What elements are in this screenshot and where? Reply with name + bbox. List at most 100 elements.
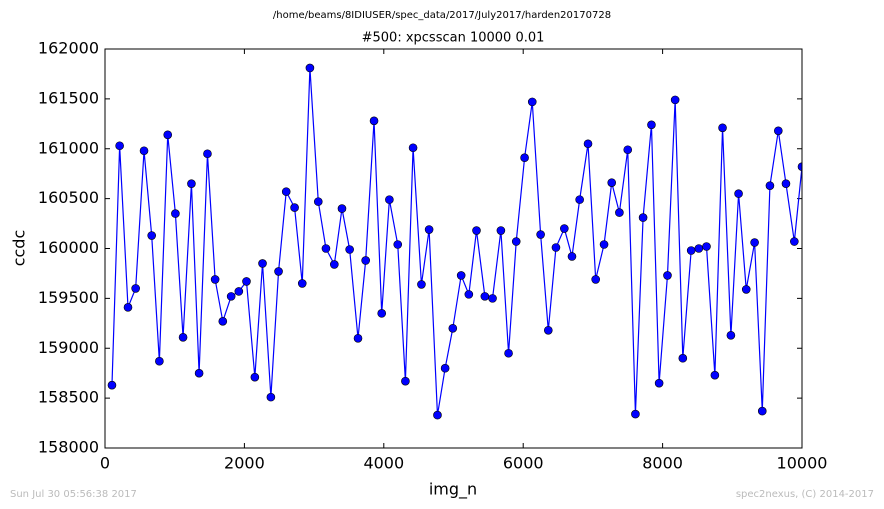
data-point	[258, 259, 267, 268]
data-point	[139, 146, 149, 156]
data-point	[369, 116, 379, 126]
data-point	[560, 224, 569, 233]
data-point	[330, 260, 339, 269]
plot-frame	[104, 48, 803, 449]
data-point	[631, 409, 640, 419]
x-tick-label: 8000	[642, 454, 683, 473]
data-point	[163, 130, 173, 140]
data-point	[527, 97, 537, 107]
data-point	[781, 179, 791, 188]
y-tick-label: 161500	[38, 88, 99, 107]
data-point	[638, 213, 648, 222]
data-point	[790, 237, 799, 246]
x-tick-label: 4000	[363, 454, 404, 473]
y-tick-label: 159500	[38, 288, 99, 307]
data-point	[686, 246, 696, 255]
data-point	[734, 189, 743, 198]
x-tick-label: 2000	[224, 454, 265, 473]
data-point	[678, 353, 688, 363]
data-point	[305, 63, 315, 73]
data-point	[511, 237, 521, 246]
data-point	[591, 275, 600, 284]
data-point	[401, 376, 410, 386]
y-tick-label: 158000	[38, 438, 99, 457]
data-point	[393, 240, 403, 249]
data-point	[313, 197, 323, 206]
data-point	[250, 372, 260, 382]
data-point	[694, 244, 704, 253]
data-point	[654, 378, 664, 388]
data-point	[123, 303, 133, 312]
data-point	[757, 406, 767, 416]
data-point	[472, 226, 481, 235]
data-point	[424, 225, 434, 234]
data-point	[480, 292, 490, 301]
data-point	[647, 120, 656, 130]
data-point	[266, 392, 276, 402]
data-point	[194, 368, 204, 378]
data-point	[433, 410, 442, 420]
data-point	[377, 309, 387, 318]
data-point	[290, 203, 299, 212]
data-point	[385, 195, 394, 204]
data-point	[551, 243, 561, 252]
series-line	[111, 67, 802, 416]
y-tick-label: 160500	[38, 188, 99, 207]
data-point	[178, 332, 188, 342]
data-point	[583, 139, 593, 149]
data-point	[599, 240, 609, 249]
data-point	[615, 208, 624, 217]
data-point	[504, 348, 513, 358]
data-point	[218, 317, 228, 326]
data-point	[464, 290, 474, 299]
footer-left: Sun Jul 30 05:56:38 2017	[10, 489, 137, 500]
data-point	[718, 123, 727, 133]
y-tick-label: 162000	[38, 39, 99, 58]
data-point	[281, 187, 291, 196]
data-point	[750, 238, 759, 247]
data-point	[115, 141, 124, 151]
data-point	[741, 285, 751, 294]
x-tick-label: 10000	[777, 454, 828, 473]
data-point	[226, 292, 236, 301]
data-point	[187, 179, 196, 188]
y-tick-label: 160000	[38, 238, 99, 257]
data-point	[448, 323, 458, 333]
data-point	[417, 280, 426, 289]
data-point	[297, 279, 307, 288]
data-point	[488, 294, 497, 303]
data-point	[456, 271, 466, 280]
data-point	[131, 284, 140, 293]
chart-title: #500: xpcsscan 10000 0.01	[362, 31, 545, 46]
data-point	[520, 153, 529, 163]
suptitle: /home/beams/8IDIUSER/spec_data/2017/July…	[273, 10, 611, 21]
y-axis-label: ccdc	[10, 230, 29, 267]
data-point	[321, 244, 331, 253]
data-point	[171, 209, 180, 218]
y-tick-label: 158500	[38, 388, 99, 407]
data-point	[536, 230, 545, 239]
x-axis-label: img_n	[429, 480, 477, 500]
data-point	[726, 330, 736, 340]
data-point	[765, 181, 775, 190]
data-point	[337, 204, 347, 213]
data-point	[107, 380, 117, 390]
data-point	[543, 325, 553, 335]
data-point	[361, 256, 370, 265]
y-tick-label: 161000	[38, 138, 99, 157]
data-point	[702, 242, 711, 251]
data-point	[440, 363, 450, 373]
data-point	[242, 277, 251, 286]
data-point	[774, 126, 783, 136]
data-point	[234, 287, 244, 296]
data-point	[575, 195, 584, 204]
data-point	[210, 275, 220, 284]
data-point	[797, 162, 802, 172]
data-point	[663, 271, 672, 280]
data-point	[710, 370, 720, 380]
x-tick-label: 0	[100, 454, 110, 473]
data-point	[147, 231, 156, 240]
data-point	[496, 226, 506, 235]
x-tick-label: 6000	[503, 454, 544, 473]
